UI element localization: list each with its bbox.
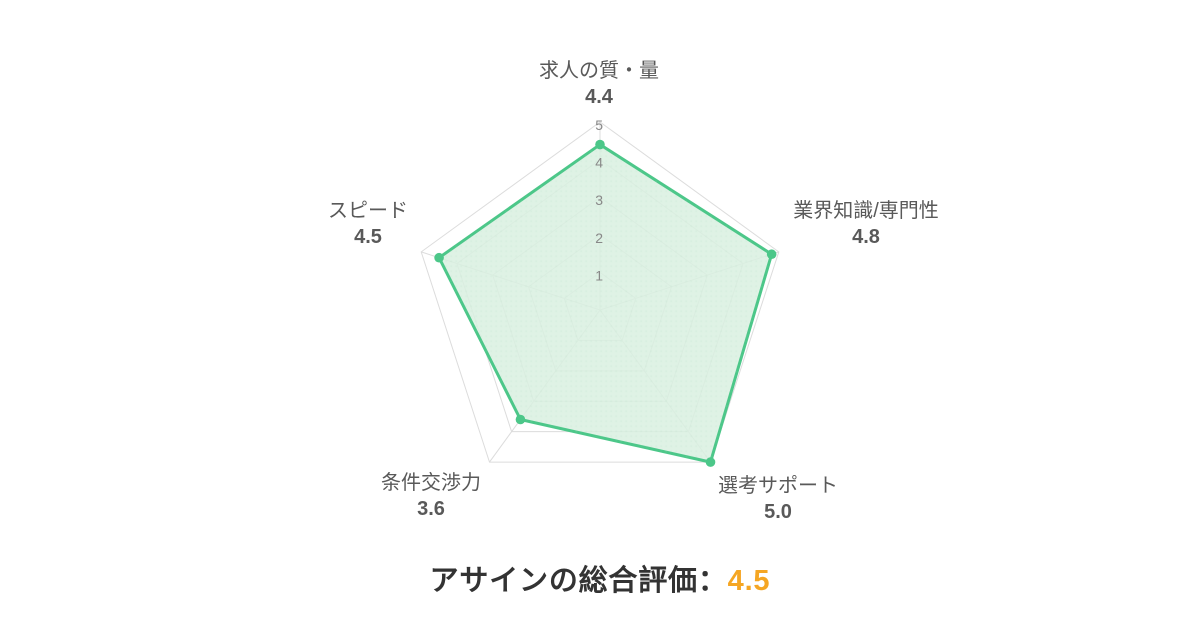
svg-text:3: 3 xyxy=(595,192,603,208)
svg-text:5: 5 xyxy=(595,117,603,133)
svg-text:2: 2 xyxy=(595,230,603,246)
svg-text:4: 4 xyxy=(595,155,603,171)
svg-text:1: 1 xyxy=(595,267,603,283)
